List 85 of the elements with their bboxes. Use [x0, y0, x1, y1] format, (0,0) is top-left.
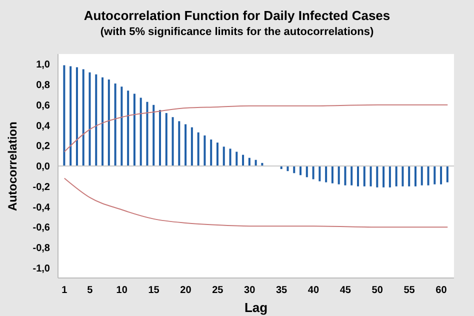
- y-tick-label: 0,8: [36, 80, 50, 92]
- bar: [331, 166, 334, 184]
- x-tick-label: 30: [244, 285, 256, 296]
- bar: [363, 166, 366, 186]
- bar: [318, 166, 321, 182]
- x-tick-label: 35: [276, 285, 288, 296]
- bar: [236, 152, 238, 166]
- bar: [420, 166, 423, 186]
- x-tick-label: 60: [436, 285, 448, 296]
- bar: [408, 166, 410, 186]
- y-tick-label: 0,4: [36, 120, 50, 132]
- bar: [152, 104, 155, 166]
- chart-subtitle: (with 5% significance limits for the autocorrelations): [99, 26, 375, 38]
- bar: [172, 117, 174, 166]
- line-series: [64, 104, 448, 152]
- bar: [427, 166, 430, 186]
- bar: [300, 166, 302, 176]
- bar: [204, 135, 206, 166]
- bar: [395, 166, 398, 186]
- bar: [440, 166, 442, 184]
- bar: [242, 154, 244, 166]
- bar: [88, 72, 91, 166]
- y-tick-label: -0,2: [32, 182, 50, 193]
- bar: [120, 86, 123, 166]
- x-tick-label: 55: [404, 285, 416, 296]
- bar: [165, 113, 168, 166]
- bar: [382, 166, 385, 188]
- bar: [127, 90, 130, 166]
- x-tick-label: 15: [148, 285, 160, 296]
- bar: [338, 166, 340, 184]
- bar: [248, 158, 250, 166]
- bar: [133, 94, 136, 166]
- bar: [114, 84, 116, 166]
- y-tick-label: -0,8: [32, 243, 50, 254]
- bar: [229, 148, 232, 166]
- bar: [325, 166, 328, 182]
- bar: [76, 67, 78, 166]
- bar: [82, 69, 84, 166]
- bar: [216, 142, 218, 166]
- bar: [293, 166, 296, 174]
- bar: [350, 166, 353, 186]
- x-tick-label: 20: [180, 285, 192, 296]
- x-tick-label: 5: [87, 285, 94, 296]
- y-tick-label: 0,2: [36, 141, 50, 152]
- bar: [197, 132, 200, 166]
- bar: [344, 166, 346, 186]
- bar: [222, 146, 225, 166]
- bar: [446, 166, 448, 182]
- bar: [108, 79, 110, 166]
- bar: [306, 166, 308, 178]
- chart-title: Autocorrelation Function for Daily Infected Cases: [82, 8, 392, 23]
- bar: [254, 160, 257, 166]
- bar: [184, 124, 187, 166]
- bar: [434, 166, 436, 184]
- y-tick-label: 1,0: [36, 60, 50, 71]
- bar: [210, 140, 212, 166]
- x-tick-label: 45: [340, 285, 352, 296]
- bar: [146, 102, 148, 166]
- bar: [388, 166, 391, 188]
- y-tick-label: 0,0: [36, 162, 50, 173]
- bar: [178, 121, 180, 166]
- x-tick-label: 50: [372, 285, 384, 296]
- x-axis-title: Lag: [244, 300, 268, 315]
- bar: [70, 66, 72, 166]
- y-axis-title: Autocorrelation: [5, 122, 20, 211]
- bar: [370, 166, 372, 186]
- bar: [159, 110, 161, 166]
- y-tick-label: -1,0: [32, 263, 50, 274]
- bar: [95, 74, 98, 166]
- x-tick-label: 1: [62, 285, 68, 296]
- x-tick-label: 40: [308, 285, 320, 296]
- y-tick-label: -0,6: [32, 222, 50, 234]
- bar: [414, 166, 416, 186]
- y-tick-label: 0,6: [36, 100, 50, 112]
- bar: [140, 98, 142, 166]
- bar: [190, 127, 193, 166]
- bar: [357, 166, 359, 186]
- line-series: [64, 178, 448, 228]
- bar: [402, 166, 404, 186]
- bar: [312, 166, 314, 180]
- x-tick-label: 10: [116, 285, 128, 296]
- bar: [102, 77, 104, 166]
- bar: [376, 166, 378, 188]
- x-tick-label: 25: [212, 285, 224, 296]
- y-tick-label: -0,4: [32, 202, 50, 214]
